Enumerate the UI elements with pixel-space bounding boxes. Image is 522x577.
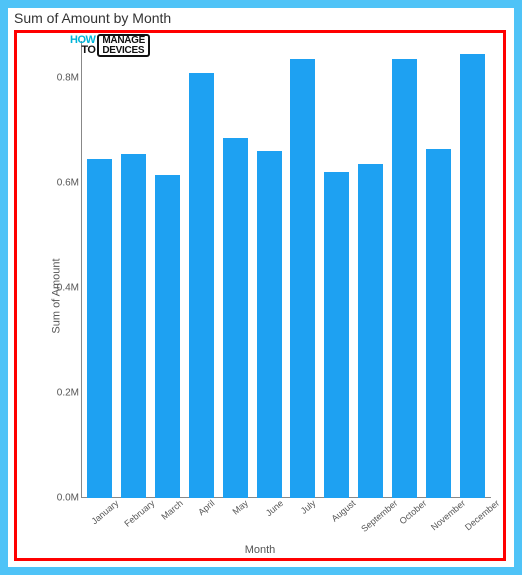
bar bbox=[223, 138, 248, 498]
x-tick-label: March bbox=[160, 498, 186, 522]
x-label-slot: October bbox=[389, 498, 423, 540]
bar bbox=[460, 54, 485, 498]
x-label-slot: November bbox=[423, 498, 457, 540]
x-label-slot: May bbox=[218, 498, 252, 540]
x-labels-group: JanuaryFebruary March April May June JulyAugu… bbox=[81, 498, 491, 540]
x-tick-label: December bbox=[463, 498, 501, 532]
y-tick-label: 0.6M bbox=[51, 177, 79, 188]
chart-container: Sum of Amount 0.0M0.2M0.4M0.6M0.8M Janua… bbox=[14, 30, 506, 561]
x-label-slot: January bbox=[81, 498, 115, 540]
x-label-slot: July bbox=[286, 498, 320, 540]
x-tick-label: July bbox=[299, 498, 318, 516]
y-tick-label: 0.8M bbox=[51, 72, 79, 83]
bar-slot bbox=[218, 41, 252, 498]
chart-title: Sum of Amount by Month bbox=[14, 10, 171, 26]
plot-area: 0.0M0.2M0.4M0.6M0.8M bbox=[81, 41, 491, 498]
bar-slot bbox=[151, 41, 185, 498]
bar-slot bbox=[354, 41, 388, 498]
bar-slot bbox=[184, 41, 218, 498]
bar-slot bbox=[455, 41, 489, 498]
x-label-slot: April bbox=[184, 498, 218, 540]
y-tick-label: 0.0M bbox=[51, 493, 79, 504]
bar-slot bbox=[83, 41, 117, 498]
bar bbox=[392, 59, 417, 498]
bar bbox=[87, 159, 112, 498]
bar-slot bbox=[320, 41, 354, 498]
bar-slot bbox=[421, 41, 455, 498]
x-tick-label: April bbox=[196, 498, 216, 517]
x-label-slot: June bbox=[252, 498, 286, 540]
bar bbox=[358, 164, 383, 498]
x-axis-title: Month bbox=[17, 544, 503, 556]
y-tick-label: 0.4M bbox=[51, 282, 79, 293]
bars-group bbox=[81, 41, 491, 498]
bar bbox=[324, 172, 349, 498]
bar bbox=[290, 59, 315, 498]
bar bbox=[121, 154, 146, 498]
bar-slot bbox=[117, 41, 151, 498]
bar-slot bbox=[252, 41, 286, 498]
bar bbox=[257, 151, 282, 498]
bar bbox=[155, 175, 180, 498]
x-label-slot: August bbox=[320, 498, 354, 540]
bar bbox=[189, 73, 214, 498]
x-tick-label: May bbox=[230, 498, 249, 517]
outer-frame: Sum of Amount by Month Sum of Amount 0.0… bbox=[0, 0, 522, 575]
x-tick-label: June bbox=[264, 498, 285, 518]
x-label-slot: December bbox=[457, 498, 491, 540]
bar-slot bbox=[387, 41, 421, 498]
y-tick-label: 0.2M bbox=[51, 387, 79, 398]
x-label-slot: March bbox=[149, 498, 183, 540]
bar bbox=[426, 149, 451, 498]
x-label-slot: February bbox=[115, 498, 149, 540]
bar-slot bbox=[286, 41, 320, 498]
x-label-slot: September bbox=[354, 498, 388, 540]
chart-stage: 0.0M0.2M0.4M0.6M0.8M bbox=[51, 41, 495, 498]
